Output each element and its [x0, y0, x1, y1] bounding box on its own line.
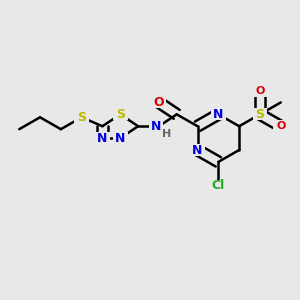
FancyBboxPatch shape [190, 144, 205, 156]
Text: N: N [213, 108, 224, 121]
FancyBboxPatch shape [208, 180, 229, 192]
FancyBboxPatch shape [160, 128, 172, 140]
FancyBboxPatch shape [211, 108, 226, 120]
Text: H: H [162, 129, 171, 139]
FancyBboxPatch shape [253, 85, 267, 97]
Text: N: N [97, 132, 108, 145]
FancyBboxPatch shape [74, 111, 89, 123]
Text: O: O [276, 121, 286, 131]
FancyBboxPatch shape [152, 97, 166, 108]
Text: O: O [255, 85, 265, 96]
FancyBboxPatch shape [113, 108, 128, 120]
FancyBboxPatch shape [95, 132, 110, 144]
Text: N: N [115, 132, 125, 145]
FancyBboxPatch shape [253, 108, 267, 120]
FancyBboxPatch shape [148, 120, 164, 132]
Text: S: S [77, 111, 86, 124]
Text: S: S [256, 108, 265, 121]
Text: O: O [154, 96, 164, 109]
Text: N: N [192, 143, 203, 157]
Text: N: N [151, 120, 161, 133]
Text: S: S [116, 108, 125, 121]
FancyBboxPatch shape [273, 120, 288, 132]
FancyBboxPatch shape [113, 132, 128, 144]
Text: Cl: Cl [212, 179, 225, 192]
